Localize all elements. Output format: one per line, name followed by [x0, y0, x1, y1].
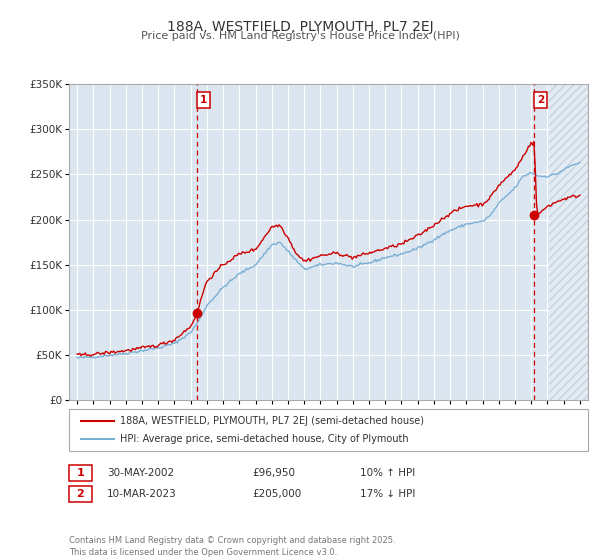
Text: 10-MAR-2023: 10-MAR-2023: [107, 489, 176, 499]
Bar: [549, 84, 588, 400]
Text: £96,950: £96,950: [252, 468, 295, 478]
Text: 1: 1: [200, 95, 207, 105]
Text: 30-MAY-2002: 30-MAY-2002: [107, 468, 174, 478]
Text: Contains HM Land Registry data © Crown copyright and database right 2025.
This d: Contains HM Land Registry data © Crown c…: [69, 536, 395, 557]
Text: 2: 2: [77, 489, 84, 499]
Text: £205,000: £205,000: [252, 489, 301, 499]
Text: 1: 1: [77, 468, 84, 478]
Text: 188A, WESTFIELD, PLYMOUTH, PL7 2EJ (semi-detached house): 188A, WESTFIELD, PLYMOUTH, PL7 2EJ (semi…: [120, 416, 424, 426]
Text: Price paid vs. HM Land Registry's House Price Index (HPI): Price paid vs. HM Land Registry's House …: [140, 31, 460, 41]
Text: HPI: Average price, semi-detached house, City of Plymouth: HPI: Average price, semi-detached house,…: [120, 434, 409, 444]
Bar: [549, 84, 588, 400]
Text: 17% ↓ HPI: 17% ↓ HPI: [360, 489, 415, 499]
Text: 10% ↑ HPI: 10% ↑ HPI: [360, 468, 415, 478]
Text: 2: 2: [537, 95, 544, 105]
Text: 188A, WESTFIELD, PLYMOUTH, PL7 2EJ: 188A, WESTFIELD, PLYMOUTH, PL7 2EJ: [167, 20, 433, 34]
